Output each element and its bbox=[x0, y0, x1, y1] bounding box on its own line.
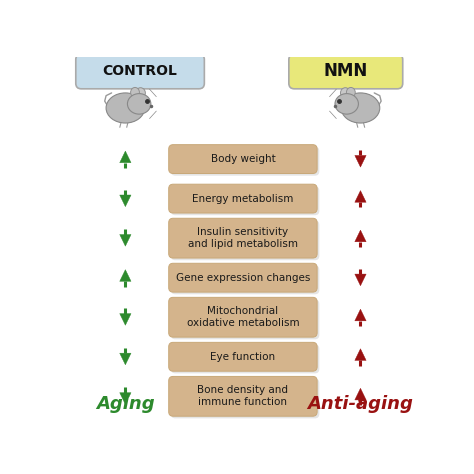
Ellipse shape bbox=[340, 88, 350, 98]
Polygon shape bbox=[120, 195, 131, 207]
Polygon shape bbox=[355, 191, 366, 202]
FancyBboxPatch shape bbox=[171, 265, 319, 294]
Polygon shape bbox=[120, 235, 131, 246]
Text: CONTROL: CONTROL bbox=[103, 64, 177, 79]
Polygon shape bbox=[355, 309, 366, 321]
Text: Aging: Aging bbox=[96, 395, 155, 413]
Text: Anti-aging: Anti-aging bbox=[308, 395, 413, 413]
FancyBboxPatch shape bbox=[169, 218, 317, 258]
Polygon shape bbox=[355, 349, 366, 360]
FancyBboxPatch shape bbox=[169, 263, 317, 292]
FancyBboxPatch shape bbox=[289, 54, 403, 89]
FancyBboxPatch shape bbox=[169, 184, 317, 213]
Ellipse shape bbox=[128, 93, 151, 114]
FancyBboxPatch shape bbox=[171, 220, 319, 260]
Polygon shape bbox=[120, 392, 131, 404]
Polygon shape bbox=[120, 270, 131, 281]
Ellipse shape bbox=[346, 87, 355, 97]
Text: Mitochondrial
oxidative metabolism: Mitochondrial oxidative metabolism bbox=[187, 306, 299, 328]
FancyBboxPatch shape bbox=[76, 54, 204, 89]
FancyBboxPatch shape bbox=[171, 300, 319, 339]
FancyBboxPatch shape bbox=[171, 345, 319, 374]
FancyBboxPatch shape bbox=[169, 342, 317, 371]
Ellipse shape bbox=[341, 93, 380, 123]
Polygon shape bbox=[120, 314, 131, 325]
Ellipse shape bbox=[136, 88, 146, 98]
Text: Body weight: Body weight bbox=[210, 154, 275, 164]
Ellipse shape bbox=[335, 93, 358, 114]
Text: NMN: NMN bbox=[324, 63, 368, 81]
Polygon shape bbox=[355, 388, 366, 400]
Text: Energy metabolism: Energy metabolism bbox=[192, 193, 293, 204]
FancyBboxPatch shape bbox=[171, 379, 319, 419]
Polygon shape bbox=[120, 151, 131, 163]
FancyBboxPatch shape bbox=[171, 147, 319, 176]
FancyBboxPatch shape bbox=[169, 297, 317, 337]
Ellipse shape bbox=[131, 87, 139, 97]
Ellipse shape bbox=[106, 93, 145, 123]
Text: Eye function: Eye function bbox=[210, 352, 275, 362]
Text: Insulin sensitivity
and lipid metabolism: Insulin sensitivity and lipid metabolism bbox=[188, 227, 298, 249]
Text: Bone density and
immune function: Bone density and immune function bbox=[198, 385, 288, 407]
Polygon shape bbox=[355, 274, 366, 286]
Polygon shape bbox=[355, 230, 366, 242]
FancyBboxPatch shape bbox=[169, 145, 317, 173]
FancyBboxPatch shape bbox=[169, 376, 317, 416]
Polygon shape bbox=[355, 155, 366, 167]
Text: Gene expression changes: Gene expression changes bbox=[176, 273, 310, 283]
Polygon shape bbox=[120, 353, 131, 365]
FancyBboxPatch shape bbox=[171, 186, 319, 215]
